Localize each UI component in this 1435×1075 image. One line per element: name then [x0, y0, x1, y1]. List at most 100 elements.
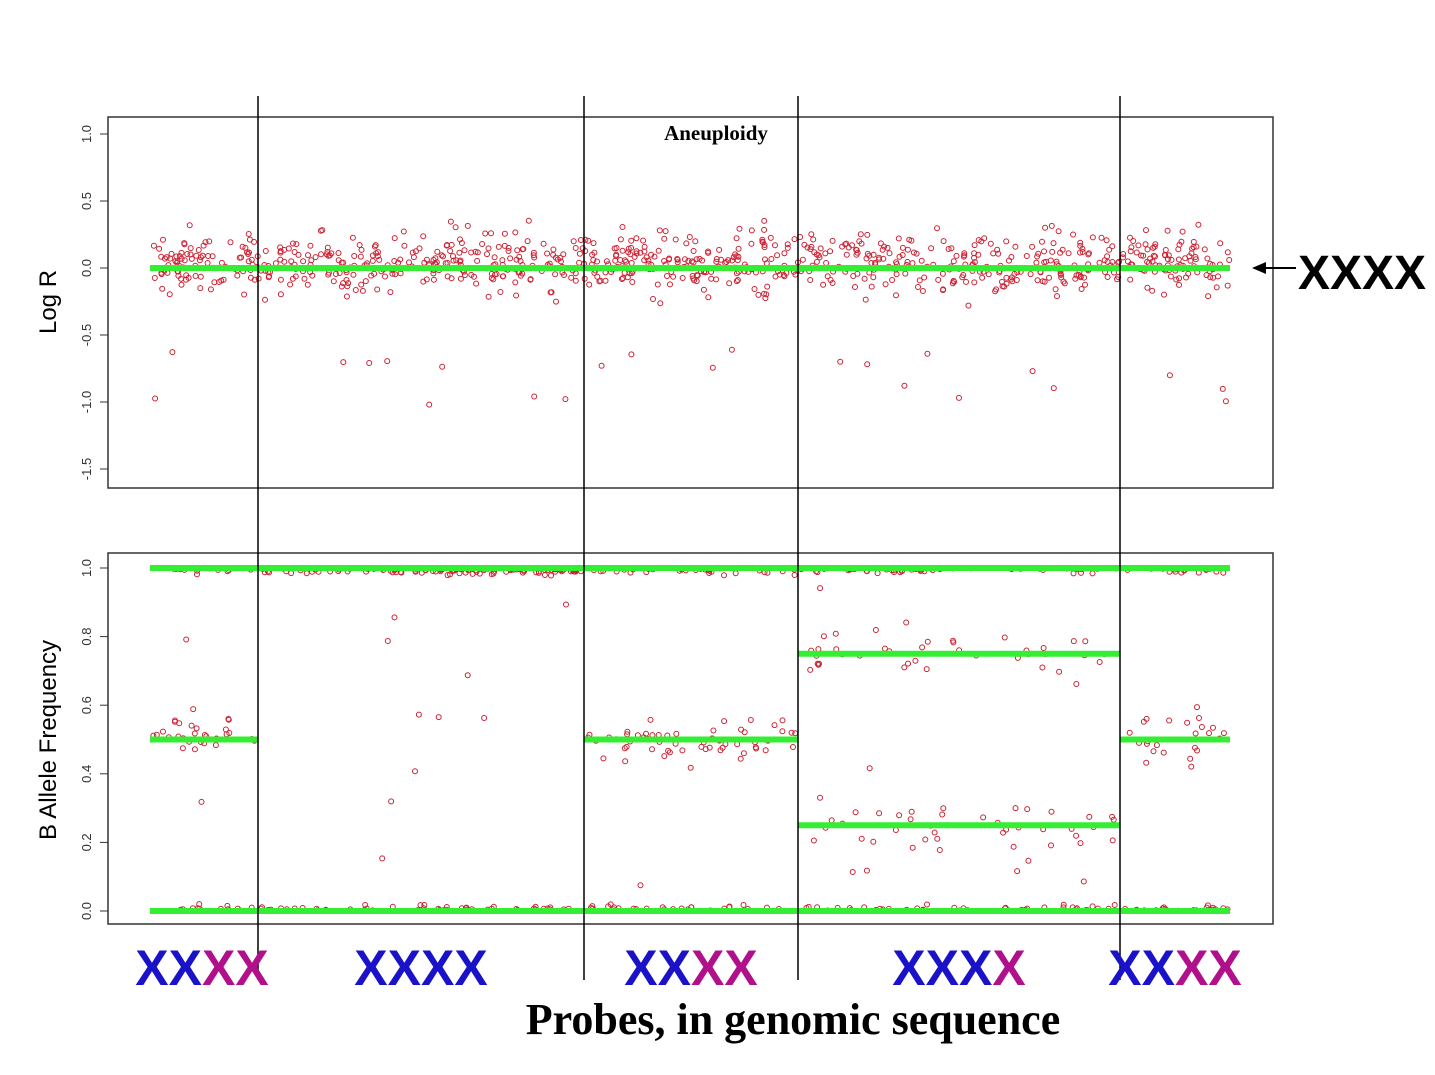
- y-tick-label: 0.8: [79, 628, 94, 646]
- baf-point: [412, 768, 418, 775]
- log-r-point: [554, 256, 561, 263]
- log-r-point: [1079, 245, 1086, 252]
- log-r-point: [288, 258, 295, 265]
- log-r-point: [594, 273, 601, 280]
- baf-point: [792, 730, 799, 737]
- log-r-point: [356, 242, 363, 248]
- log-r-point: [488, 275, 495, 282]
- log-r-point: [950, 277, 957, 284]
- log-r-point: [857, 231, 864, 238]
- log-r-point: [188, 255, 195, 262]
- log-r-point: [971, 242, 978, 249]
- log-r-point: [882, 281, 889, 288]
- log-r-point: [1082, 281, 1088, 288]
- log-r-point: [1217, 240, 1224, 247]
- baf-point: [1109, 813, 1116, 820]
- log-r-point: [492, 271, 498, 278]
- log-r-point: [1150, 252, 1157, 259]
- log-r-point: [450, 257, 457, 264]
- log-r-point: [247, 274, 254, 281]
- log-r-point: [657, 300, 664, 307]
- baf-point: [1220, 730, 1227, 737]
- log-r-point: [152, 395, 159, 402]
- log-r-point: [197, 285, 204, 292]
- log-r-point: [734, 257, 741, 264]
- arrow-head-icon: [1252, 262, 1266, 274]
- log-r-point: [499, 273, 506, 280]
- baf-point: [923, 666, 930, 673]
- baf-point: [415, 711, 422, 718]
- baf-point: [896, 812, 903, 819]
- baf-point: [1014, 868, 1021, 875]
- baf-point: [832, 630, 839, 637]
- log-r-point: [277, 291, 284, 298]
- log-r-point: [693, 278, 700, 285]
- log-r-point: [359, 287, 366, 294]
- log-r-point: [909, 260, 916, 267]
- baf-point: [447, 571, 453, 578]
- y-tick-label: 0.4: [79, 765, 94, 783]
- log-r-point: [1033, 259, 1040, 266]
- log-r-point: [971, 279, 978, 286]
- log-r-point: [667, 281, 673, 288]
- log-r-point: [453, 257, 460, 264]
- baf-point: [1025, 857, 1032, 864]
- log-r-point: [856, 238, 863, 245]
- log-r-point: [234, 272, 241, 279]
- log-r-point: [1144, 258, 1151, 265]
- log-r-point: [879, 246, 886, 253]
- log-r-point: [619, 247, 626, 254]
- log-r-point: [1096, 259, 1103, 266]
- log-r-point: [919, 288, 926, 294]
- log-r-point: [1226, 257, 1233, 263]
- log-r-point: [474, 257, 481, 264]
- log-r-point: [864, 361, 871, 368]
- genotype-label: XXXX: [1108, 940, 1241, 996]
- log-r-point: [1034, 253, 1041, 260]
- baf-point: [226, 730, 233, 736]
- baf-point: [721, 718, 728, 725]
- y-tick-label: 0.0: [79, 902, 94, 920]
- log-r-point: [1103, 237, 1110, 244]
- log-r-point: [246, 249, 252, 256]
- log-r-point: [187, 245, 194, 252]
- baf-point: [190, 706, 197, 713]
- log-r-point: [290, 240, 296, 247]
- log-r-point: [468, 249, 475, 256]
- log-r-point: [304, 281, 311, 288]
- side-genotype-label: XXXX: [1298, 247, 1426, 300]
- log-r-point: [1008, 276, 1014, 283]
- log-r-point: [633, 248, 640, 255]
- log-r-point: [1201, 246, 1208, 253]
- baf-point: [828, 817, 835, 824]
- log-r-point: [1190, 244, 1197, 251]
- log-r-point: [1203, 272, 1210, 279]
- baf-point: [421, 902, 428, 908]
- log-r-point: [1023, 253, 1030, 259]
- y-tick-label: 1.0: [79, 125, 94, 143]
- log-r-point: [618, 276, 625, 282]
- log-r-point: [1219, 385, 1226, 392]
- log-r-point: [939, 270, 946, 277]
- log-r-point: [397, 256, 404, 263]
- log-r-point: [807, 277, 814, 283]
- log-r-point: [392, 271, 399, 278]
- log-r-point: [637, 249, 644, 256]
- log-r-point: [513, 292, 520, 299]
- baf-point: [362, 902, 369, 908]
- log-r-point: [391, 235, 398, 242]
- log-r-point: [729, 257, 736, 264]
- log-r-point: [1175, 256, 1182, 263]
- log-r-point: [953, 252, 960, 259]
- log-r-point: [921, 274, 928, 281]
- log-r-point: [461, 272, 468, 279]
- log-r-point: [400, 228, 407, 235]
- baf-point: [1039, 664, 1046, 671]
- log-r-point: [245, 258, 252, 265]
- log-r-point: [205, 253, 212, 259]
- log-r-point: [889, 277, 896, 283]
- log-r-point: [1176, 275, 1183, 282]
- log-r-point: [661, 258, 668, 264]
- log-r-point: [160, 236, 166, 243]
- baf-point: [435, 714, 442, 721]
